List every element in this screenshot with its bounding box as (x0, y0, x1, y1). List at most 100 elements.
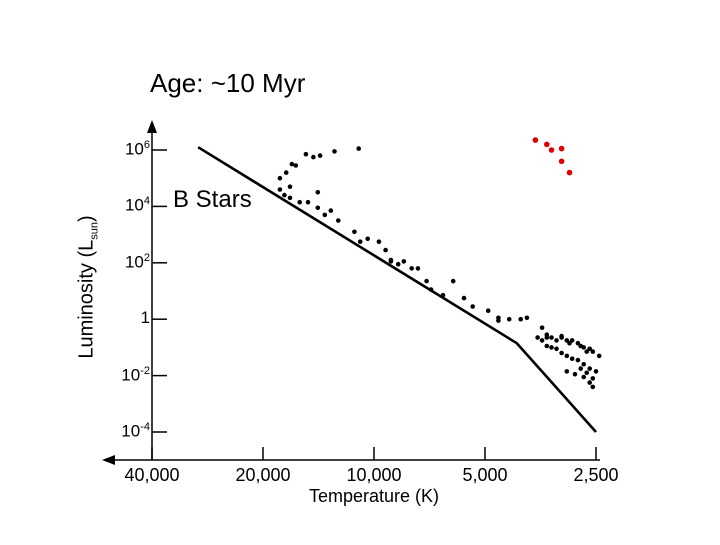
star-point (575, 340, 581, 346)
y-tick-base: 1 (140, 308, 150, 328)
star-points (277, 137, 602, 390)
star-point (587, 346, 592, 352)
x-tick-label: 20,000 (235, 465, 291, 485)
red-star-point (544, 141, 550, 148)
star-point (409, 266, 415, 271)
star-point (518, 316, 523, 322)
star-point (357, 239, 363, 244)
star-point (336, 218, 341, 223)
star-point (305, 199, 311, 205)
y-axis-label-close: ) (75, 215, 98, 222)
star-point (496, 318, 501, 323)
star-point (401, 259, 407, 264)
star-point (289, 161, 295, 167)
star-point (297, 199, 303, 205)
y-tick-exponent: 4 (143, 195, 150, 208)
star-point (587, 380, 592, 385)
star-point (303, 151, 309, 157)
star-point (581, 345, 586, 350)
star-point (322, 212, 328, 218)
star-point (311, 154, 316, 160)
y-axis-label-main: Luminosity (L (75, 239, 98, 359)
star-point (569, 356, 575, 362)
star-point (539, 338, 545, 343)
star-point (549, 335, 554, 340)
red-star-point (558, 158, 565, 165)
star-point (544, 335, 550, 340)
y-tick-label: 10-4 (121, 421, 150, 442)
star-point (584, 349, 589, 354)
y-axis-label-sub: sun (88, 221, 101, 240)
star-point (287, 195, 293, 201)
star-point (315, 205, 321, 211)
y-tick-base: 10 (121, 365, 141, 385)
star-point (283, 170, 289, 175)
star-point (415, 266, 421, 271)
star-point (584, 370, 589, 376)
star-point (559, 350, 564, 356)
chart-title: Age: ~10 Myr (150, 68, 306, 98)
x-tick-label: 5,000 (462, 465, 508, 485)
star-point (590, 349, 596, 354)
y-tick-exponent: -2 (140, 364, 150, 377)
star-point (383, 247, 388, 253)
star-point (581, 362, 586, 367)
star-point (388, 259, 394, 264)
star-point (564, 369, 570, 374)
star-point (575, 357, 581, 363)
star-point (376, 239, 382, 244)
star-point (356, 146, 362, 151)
star-point (352, 229, 357, 235)
y-tick-label: 10-2 (121, 365, 150, 386)
red-star-point (558, 145, 565, 152)
star-point (581, 374, 586, 380)
x-tick-label: 2,500 (573, 465, 619, 485)
star-point (569, 338, 575, 343)
y-tick-label: 102 (125, 252, 150, 273)
y-tick-label: 106 (125, 139, 150, 160)
star-point (287, 184, 293, 189)
star-point (578, 366, 583, 371)
star-point (395, 261, 401, 267)
y-tick-exponent: -4 (140, 421, 150, 433)
star-point (332, 149, 337, 154)
star-point (590, 384, 596, 390)
star-point (544, 343, 550, 349)
y-axis-label: Luminosity (Lsun) (76, 215, 101, 358)
main-sequence-line (197, 146, 597, 433)
star-point (461, 295, 467, 301)
star-point (428, 287, 434, 292)
star-point (282, 192, 287, 198)
y-tick-label: 104 (125, 195, 150, 216)
star-point (596, 353, 602, 359)
y-tick-base: 10 (124, 252, 144, 272)
star-point (554, 338, 559, 343)
red-star-point (566, 169, 573, 176)
star-point (559, 333, 564, 339)
star-point (277, 187, 283, 192)
y-tick-base: 10 (124, 139, 144, 159)
annotation-b-stars: B Stars (173, 186, 252, 213)
x-axis-label: Temperature (K) (308, 486, 440, 506)
x-axis-arrowhead (102, 455, 115, 465)
star-point (470, 304, 476, 309)
x-tick-marks (151, 447, 597, 460)
y-tick-base: 10 (121, 421, 141, 441)
y-axis-arrowhead (147, 120, 157, 133)
star-point (587, 366, 592, 371)
star-point (440, 292, 446, 298)
star-point (506, 316, 512, 322)
star-point (365, 236, 371, 242)
y-tick-base: 10 (124, 196, 144, 216)
star-point (549, 345, 554, 350)
star-point (524, 315, 530, 321)
star-point (328, 208, 334, 213)
star-point (450, 278, 456, 284)
star-point (277, 175, 283, 181)
star-point (590, 376, 596, 381)
x-tick-label: 40,000 (124, 465, 180, 485)
star-point (535, 335, 540, 340)
y-tick-marks (152, 149, 167, 433)
